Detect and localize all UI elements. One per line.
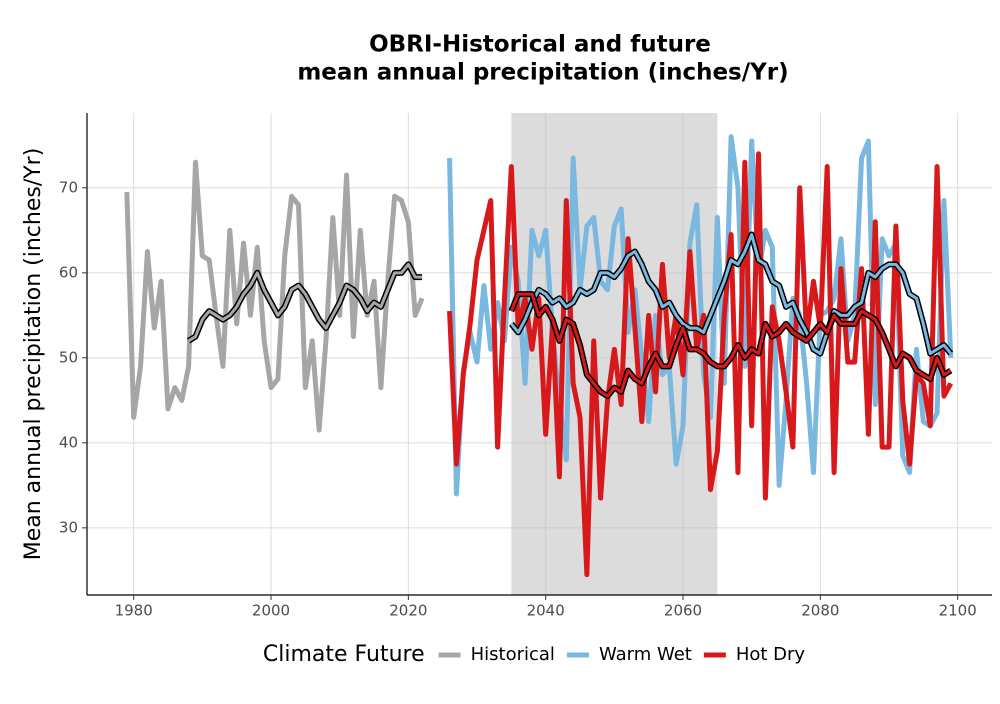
chart-title: OBRI-Historical and future — [369, 32, 711, 58]
smooth-line — [187, 262, 423, 343]
y-tick-label: 70 — [59, 178, 78, 196]
smooth-line — [509, 292, 952, 398]
y-axis-label: Mean annual precipitation (inches/Yr) — [21, 148, 46, 561]
legend-title: Climate Future — [263, 642, 425, 667]
series-line — [447, 134, 954, 497]
y-tick-label: 40 — [59, 433, 78, 451]
x-tick-label: 2100 — [939, 602, 977, 620]
x-tick-label: 2060 — [664, 602, 702, 620]
y-tick-label: 30 — [59, 518, 78, 536]
legend-label: Warm Wet — [599, 644, 692, 665]
x-tick-label: 2000 — [252, 602, 290, 620]
x-tick-label: 1980 — [115, 602, 153, 620]
x-tick-label: 2020 — [389, 602, 427, 620]
x-tick-label: 2040 — [527, 602, 565, 620]
x-tick-label: 2080 — [801, 602, 839, 620]
y-tick-label: 50 — [59, 348, 78, 366]
chart-title: mean annual precipitation (inches/Yr) — [297, 60, 788, 86]
y-tick-label: 60 — [59, 263, 78, 281]
legend-label: Hot Dry — [736, 644, 806, 665]
legend-label: Historical — [471, 644, 555, 665]
smooth-line — [510, 233, 952, 356]
series-line — [124, 159, 425, 433]
